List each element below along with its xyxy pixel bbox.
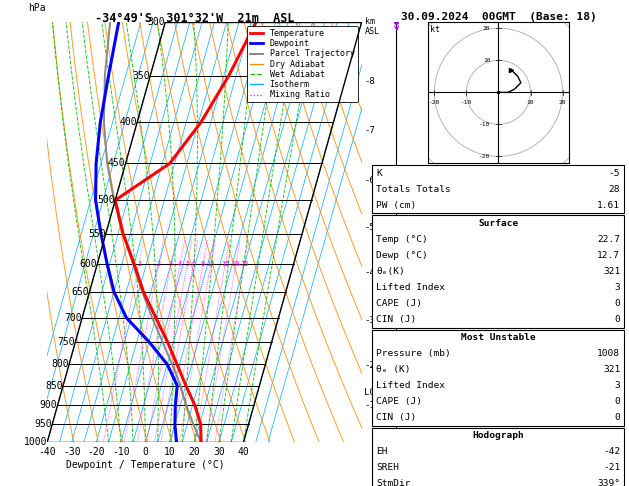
Text: 400: 400 [120,117,137,127]
Text: -6: -6 [364,175,375,185]
Text: Hodograph: Hodograph [472,431,524,440]
Text: 0: 0 [615,397,620,406]
Text: 20: 20 [559,100,566,105]
Text: -5: -5 [364,223,375,232]
Text: kt: kt [430,25,440,34]
Text: 339°: 339° [597,479,620,486]
Text: 0: 0 [615,299,620,308]
Text: 28: 28 [609,185,620,194]
Text: 8: 8 [201,261,205,267]
Text: 1000: 1000 [23,437,47,447]
Text: 20: 20 [189,448,200,457]
Text: 1008: 1008 [597,349,620,358]
Text: 1: 1 [136,261,141,267]
Text: -30: -30 [63,448,81,457]
Text: θₑ(K): θₑ(K) [376,267,405,276]
Text: 0: 0 [615,315,620,324]
Legend: Temperature, Dewpoint, Parcel Trajectory, Dry Adiabat, Wet Adiabat, Isotherm, Mi: Temperature, Dewpoint, Parcel Trajectory… [247,26,357,103]
Text: 850: 850 [45,381,63,391]
Text: 30.09.2024  00GMT  (Base: 18): 30.09.2024 00GMT (Base: 18) [401,12,596,22]
Text: LCL: LCL [364,388,381,398]
Text: -2: -2 [364,361,375,370]
Text: -10: -10 [112,448,130,457]
Text: 750: 750 [57,337,75,347]
Text: Most Unstable: Most Unstable [461,333,535,342]
Text: Pressure (mb): Pressure (mb) [376,349,451,358]
Text: K: K [376,169,382,178]
Text: 0: 0 [615,413,620,422]
Text: Dewp (°C): Dewp (°C) [376,251,428,260]
Text: Totals Totals: Totals Totals [376,185,451,194]
Text: 12.7: 12.7 [597,251,620,260]
Text: CIN (J): CIN (J) [376,413,416,422]
Text: -10: -10 [461,100,472,105]
Text: θₑ (K): θₑ (K) [376,365,411,374]
Text: 25: 25 [240,261,248,267]
Text: 3: 3 [169,261,173,267]
Text: Lifted Index: Lifted Index [376,381,445,390]
Text: CIN (J): CIN (J) [376,315,416,324]
Text: 950: 950 [35,419,52,429]
Text: 22.7: 22.7 [597,235,620,244]
Text: 30: 30 [213,448,225,457]
Text: hPa: hPa [28,3,46,13]
Text: 800: 800 [51,359,69,369]
Text: 10: 10 [164,448,175,457]
Text: 2: 2 [157,261,161,267]
Text: SREH: SREH [376,463,399,472]
Text: 450: 450 [108,158,125,169]
Text: StmDir: StmDir [376,479,411,486]
Text: -40: -40 [38,448,56,457]
Text: 300: 300 [147,17,165,27]
Text: 10: 10 [526,100,534,105]
Text: 10: 10 [206,261,215,267]
Text: Surface: Surface [478,219,518,228]
Text: -4: -4 [364,268,375,277]
Text: 700: 700 [64,312,82,323]
Text: km
ASL: km ASL [365,17,380,36]
Text: 6: 6 [191,261,196,267]
Text: 321: 321 [603,365,620,374]
Text: Lifted Index: Lifted Index [376,283,445,292]
Text: -7: -7 [364,126,375,136]
Text: 15: 15 [221,261,230,267]
Text: 600: 600 [79,259,97,269]
Text: 20: 20 [231,261,240,267]
Text: 0: 0 [142,448,148,457]
Text: -20: -20 [87,448,105,457]
Text: EH: EH [376,447,387,456]
Text: 350: 350 [132,70,150,81]
Text: -5: -5 [609,169,620,178]
Text: CAPE (J): CAPE (J) [376,397,422,406]
Text: CAPE (J): CAPE (J) [376,299,422,308]
Text: -10: -10 [479,122,491,127]
Text: 321: 321 [603,267,620,276]
Text: 900: 900 [40,400,57,411]
Text: 500: 500 [97,195,115,205]
Text: 40: 40 [238,448,249,457]
Text: 550: 550 [88,228,106,239]
Text: -20: -20 [479,154,491,159]
Text: -1: -1 [364,401,375,410]
Text: -21: -21 [603,463,620,472]
Text: Temp (°C): Temp (°C) [376,235,428,244]
Text: 650: 650 [72,287,89,297]
Text: -8: -8 [364,77,375,86]
Text: -20: -20 [429,100,440,105]
Text: -3: -3 [364,316,375,325]
Text: © weatheronline.co.uk: © weatheronline.co.uk [442,469,555,479]
Text: -34°49'S  301°32'W  21m  ASL: -34°49'S 301°32'W 21m ASL [95,12,295,25]
Text: -42: -42 [603,447,620,456]
Text: Dewpoint / Temperature (°C): Dewpoint / Temperature (°C) [66,460,225,469]
Text: 10: 10 [483,58,491,63]
Text: 3: 3 [615,381,620,390]
Text: 4: 4 [178,261,182,267]
Text: 5: 5 [185,261,189,267]
Text: 3: 3 [615,283,620,292]
Text: 1.61: 1.61 [597,201,620,210]
Text: 20: 20 [483,26,491,31]
Text: PW (cm): PW (cm) [376,201,416,210]
